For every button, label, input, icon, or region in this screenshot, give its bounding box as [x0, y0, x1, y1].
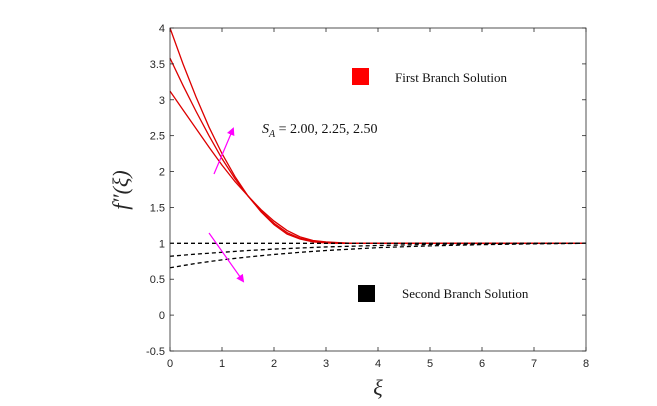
y-tick-label: 1.5 [150, 202, 165, 214]
x-tick-label: 4 [375, 358, 381, 370]
x-tick-label: 7 [531, 358, 537, 370]
y-tick-label: 2 [159, 167, 165, 179]
x-axis-label: ξ [373, 375, 383, 400]
parameter-annotation: SA = 2.00, 2.25, 2.50 [262, 122, 378, 140]
x-tick-label: 6 [479, 358, 485, 370]
second-branch-arrow [208, 232, 245, 283]
y-tick-label: 4 [159, 23, 165, 35]
y-axis-label: f″(ξ) [108, 170, 133, 209]
x-tick-label: 2 [271, 358, 277, 370]
y-tick-label: 0 [159, 310, 165, 322]
x-tick-label: 3 [323, 358, 329, 370]
annotation-values: = 2.00, 2.25, 2.50 [275, 122, 377, 137]
y-tick-label: 2.5 [150, 131, 165, 143]
x-tick-label: 5 [427, 358, 433, 370]
y-tick-label: 3.5 [150, 59, 165, 71]
annotation-subscript: A [268, 129, 276, 140]
second-branch-curve-3 [169, 242, 587, 269]
plot-area [170, 28, 586, 351]
x-tick-label: 0 [167, 358, 173, 370]
x-tick-label: 8 [583, 358, 589, 370]
legend-label-first-branch: First Branch Solution [395, 70, 507, 85]
tick-layer: 0 1 2 3 4 5 6 7 8-0.500.511.522.533.54 [146, 23, 589, 370]
first-branch-curve-3 [169, 27, 586, 244]
legend-label-second-branch: Second Branch Solution [402, 286, 529, 301]
y-tick-label: 1 [159, 238, 165, 250]
y-tick-label: 0.5 [150, 274, 165, 286]
legend-marker-first-branch [352, 68, 369, 85]
legend-marker-second-branch [358, 285, 375, 302]
y-tick-label: 3 [159, 95, 165, 107]
y-tick-label: -0.5 [146, 346, 165, 358]
first-branch-arrow [213, 127, 235, 175]
x-tick-label: 1 [219, 358, 225, 370]
annotation-symbol: S [262, 122, 269, 137]
